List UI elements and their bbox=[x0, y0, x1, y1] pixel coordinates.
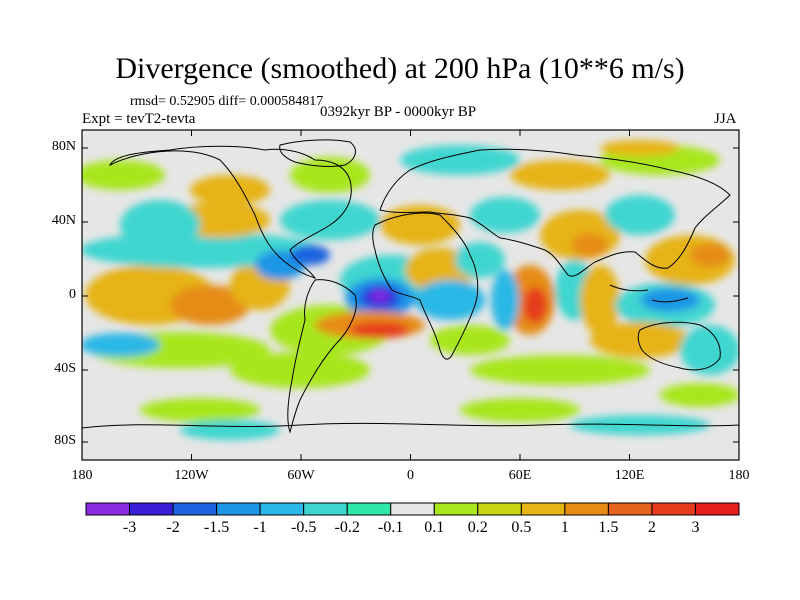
field-blob bbox=[580, 265, 620, 335]
plot-title: Divergence (smoothed) at 200 hPa (10**6 … bbox=[115, 52, 685, 85]
africa-coast bbox=[372, 212, 479, 360]
stats-line: rmsd= 0.52905 diff= 0.000584817 bbox=[130, 94, 324, 109]
colorbar-label: -0.2 bbox=[334, 519, 360, 536]
colorbar bbox=[85, 502, 740, 516]
colorbar-swatch bbox=[172, 502, 218, 516]
colorbar-swatch bbox=[346, 502, 392, 516]
colorbar-swatch bbox=[216, 502, 261, 516]
greenland-coast bbox=[279, 139, 356, 167]
lat-label: 80N bbox=[51, 139, 76, 154]
field-blob bbox=[660, 383, 739, 407]
lon-label: 180 bbox=[728, 468, 750, 483]
colorbar-label: 1 bbox=[560, 519, 569, 536]
colorbar-swatch bbox=[85, 502, 131, 516]
field-blob bbox=[640, 288, 700, 312]
colorbar-swatch bbox=[390, 502, 435, 516]
south-america-coast bbox=[287, 279, 357, 434]
colorbar-swatch bbox=[564, 502, 609, 516]
field-blob bbox=[400, 145, 520, 175]
lat-label: 40N bbox=[51, 213, 76, 228]
lat-label: 80S bbox=[54, 433, 76, 448]
field-blobs bbox=[82, 140, 739, 440]
field-blob bbox=[380, 205, 460, 245]
field-blob bbox=[190, 175, 270, 205]
colorbar-label: 0.1 bbox=[424, 519, 445, 536]
lon-label: 60W bbox=[287, 468, 315, 483]
lon-label: 120E bbox=[614, 468, 645, 483]
field-blob bbox=[290, 245, 330, 265]
field-blob bbox=[523, 287, 547, 323]
maritime-islands bbox=[609, 284, 689, 303]
field-blob bbox=[455, 242, 505, 278]
field-blob bbox=[590, 322, 690, 358]
lon-label: 60E bbox=[508, 468, 532, 483]
australia-coast bbox=[637, 321, 721, 371]
field-blob bbox=[430, 325, 510, 355]
colorbar-swatch bbox=[694, 502, 740, 516]
period-label: 0392kyr BP - 0000kyr BP bbox=[320, 104, 477, 120]
colorbar-label: -0.1 bbox=[378, 519, 404, 536]
lat-tick-marks bbox=[82, 147, 739, 443]
colorbar-label: 3 bbox=[691, 519, 700, 536]
colorbar-label: -3 bbox=[122, 519, 137, 536]
colorbar-label: 1.5 bbox=[598, 519, 619, 536]
colorbar-label: 2 bbox=[647, 519, 656, 536]
lon-label: 120W bbox=[174, 468, 209, 483]
colorbar-label: -1.5 bbox=[203, 519, 230, 536]
colorbar-label: -1 bbox=[253, 519, 267, 536]
field-blob bbox=[690, 243, 730, 267]
field-blob bbox=[290, 157, 370, 193]
colorbar-swatch bbox=[651, 502, 696, 516]
field-blob bbox=[510, 160, 610, 190]
field-blob bbox=[460, 398, 580, 422]
antarctica-coast bbox=[82, 422, 739, 429]
field-blob bbox=[680, 325, 739, 375]
colorbar-swatch bbox=[520, 502, 566, 516]
field-blob bbox=[180, 420, 280, 440]
season-label: JJA bbox=[714, 111, 737, 127]
field-blob bbox=[572, 233, 608, 257]
lon-tick-marks bbox=[81, 130, 740, 460]
lon-label: 180 bbox=[71, 468, 93, 483]
field-blob bbox=[372, 291, 388, 301]
lat-label: 0 bbox=[69, 287, 76, 302]
field-blob bbox=[600, 140, 680, 156]
field-blob bbox=[230, 352, 370, 388]
field-blob bbox=[120, 200, 200, 250]
colorbar-label: -2 bbox=[166, 519, 180, 536]
colorbar-swatch bbox=[303, 502, 348, 516]
field-blob bbox=[605, 195, 675, 235]
lon-label: 0 bbox=[407, 468, 414, 483]
field-blob bbox=[82, 333, 160, 357]
coastlines bbox=[82, 139, 739, 434]
field-blob bbox=[470, 355, 650, 385]
colorbar-swatch bbox=[129, 502, 174, 516]
colorbar-label: 0.2 bbox=[467, 519, 488, 536]
field-blob bbox=[82, 160, 165, 190]
experiment-label: Expt = tevT2-tevta bbox=[82, 111, 196, 127]
lat-label: 40S bbox=[54, 361, 76, 376]
eurasia-coast bbox=[379, 148, 731, 277]
colorbar-swatch bbox=[477, 502, 522, 516]
colorbar-label: 0.5 bbox=[511, 519, 532, 536]
north-america-coast bbox=[108, 145, 352, 279]
field-blob bbox=[491, 270, 519, 330]
field-blob bbox=[415, 280, 485, 320]
field-blob bbox=[470, 197, 540, 233]
map-field bbox=[82, 130, 739, 460]
field-blob bbox=[280, 200, 380, 240]
colorbar-label: -0.5 bbox=[290, 519, 317, 536]
field-blob bbox=[140, 398, 260, 422]
field-blob bbox=[350, 322, 410, 338]
colorbar-swatch bbox=[259, 502, 305, 516]
colorbar-swatch bbox=[607, 502, 653, 516]
colorbar-swatch bbox=[433, 502, 479, 516]
field-blob bbox=[170, 285, 250, 325]
